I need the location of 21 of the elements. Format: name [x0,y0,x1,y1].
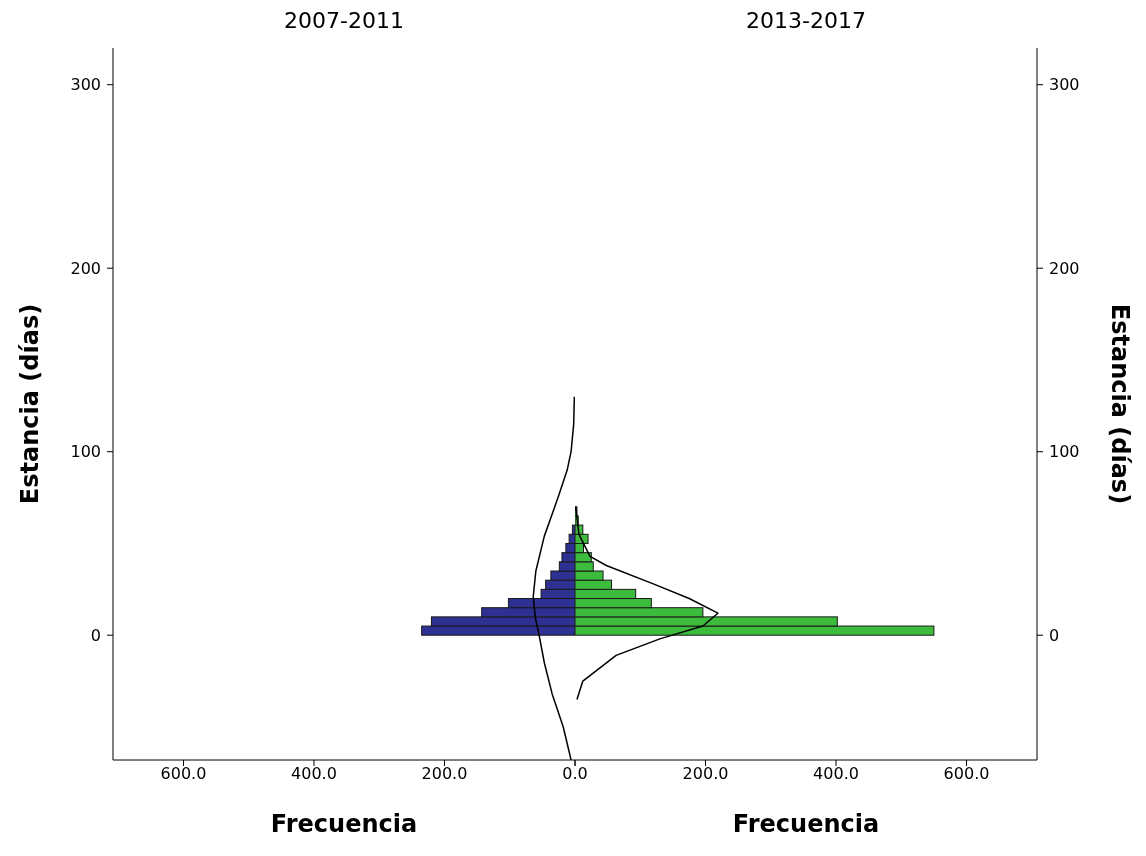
chart-title: 2007-2011 [283,8,405,35]
y-tick-label: 200 [70,258,101,278]
y-axis-title: Estancia (días) [15,303,44,505]
x-tick-label: 200.0 [421,764,468,784]
x-axis-title: Frecuencia [732,810,880,838]
x-tick-label: 600.0 [943,764,990,784]
y-tick-label: 300 [1049,75,1080,95]
y-tick-label: 200 [1049,258,1080,278]
x-tick-label: 0.0 [562,764,588,784]
x-tick-label: 400.0 [813,764,859,784]
y-tick-label: 100 [70,442,101,462]
y-tick-label: 0 [90,625,101,645]
y-tick-label: 0 [1049,625,1060,645]
y-tick-label: 100 [1049,442,1080,462]
chart-title: 2013-2017 [745,8,867,35]
x-axis-title: Frecuencia [270,810,418,838]
x-tick-label: 200.0 [682,764,729,784]
y-tick-label: 300 [70,75,101,95]
y-axis-title: Estancia (días) [1106,303,1135,505]
x-tick-label: 400.0 [291,764,337,784]
x-tick-label: 600.0 [160,764,207,784]
